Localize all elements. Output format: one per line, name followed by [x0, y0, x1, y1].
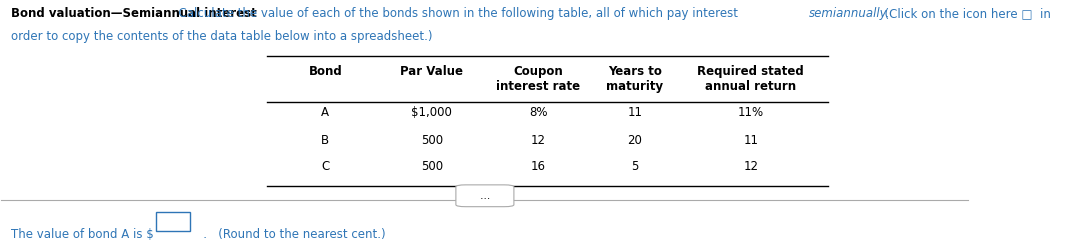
Text: Bond: Bond: [308, 65, 342, 78]
Text: 11: 11: [627, 106, 643, 119]
Text: 5: 5: [631, 160, 639, 173]
Text: A: A: [321, 106, 329, 119]
Text: …: …: [480, 191, 490, 201]
Text: 20: 20: [627, 134, 642, 147]
Text: .   (Round to the nearest cent.): . (Round to the nearest cent.): [192, 228, 386, 240]
Text: Coupon
interest rate: Coupon interest rate: [496, 65, 580, 93]
Text: Bond valuation—Semiannual interest: Bond valuation—Semiannual interest: [11, 7, 257, 20]
Text: C: C: [321, 160, 329, 173]
Text: semiannually.: semiannually.: [809, 7, 890, 20]
Text: Years to
maturity: Years to maturity: [607, 65, 663, 93]
FancyBboxPatch shape: [156, 212, 190, 231]
Text: B: B: [321, 134, 329, 147]
Text: Required stated
annual return: Required stated annual return: [697, 65, 804, 93]
Text: (Click on the icon here □  in: (Click on the icon here □ in: [877, 7, 1051, 20]
Text: 11%: 11%: [738, 106, 764, 119]
Text: 16: 16: [531, 160, 546, 173]
Text: 500: 500: [421, 134, 442, 147]
Text: Calculate the value of each of the bonds shown in the following table, all of wh: Calculate the value of each of the bonds…: [171, 7, 741, 20]
Text: The value of bond A is $: The value of bond A is $: [11, 228, 154, 240]
FancyBboxPatch shape: [456, 185, 514, 207]
Text: 12: 12: [531, 134, 546, 147]
Text: 12: 12: [743, 160, 758, 173]
Text: order to copy the contents of the data table below into a spreadsheet.): order to copy the contents of the data t…: [11, 30, 433, 43]
Text: 8%: 8%: [529, 106, 547, 119]
Text: 500: 500: [421, 160, 442, 173]
Text: Par Value: Par Value: [400, 65, 464, 78]
Text: $1,000: $1,000: [411, 106, 452, 119]
Text: 11: 11: [743, 134, 758, 147]
